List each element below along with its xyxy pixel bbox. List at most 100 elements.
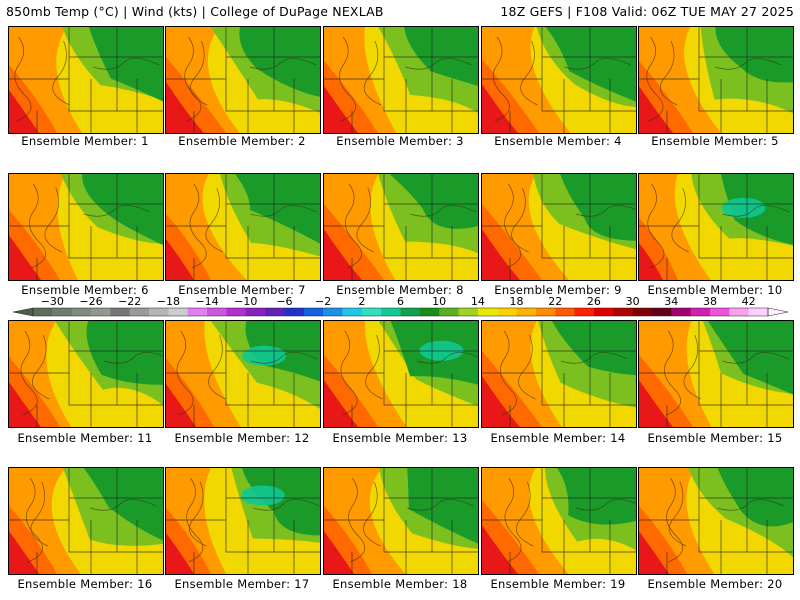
colorbar-bin (33, 308, 53, 316)
temperature-field-map (639, 468, 793, 574)
colorbar-bin (497, 308, 517, 316)
colorbar-bin (342, 308, 363, 316)
colorbar-tick-label: 30 (626, 295, 640, 308)
temperature-field-map (482, 468, 636, 574)
ensemble-member-label: Ensemble Member: 6 (21, 283, 149, 297)
colorbar-bin (516, 308, 537, 316)
ensemble-member-label: Ensemble Member: 19 (490, 577, 626, 591)
colorbar-bin (613, 308, 633, 316)
colorbar-bin (535, 308, 556, 316)
colorbar-bin (129, 308, 150, 316)
colorbar-bin (574, 308, 595, 316)
temperature-field-map (9, 321, 163, 427)
ensemble-panel-12 (165, 320, 321, 428)
ensemble-panel-5 (638, 26, 794, 134)
ensemble-member-label: Ensemble Member: 4 (494, 134, 622, 148)
temperature-colorbar: −30 −26 −22 −18 −14 −10 −6 −2 2 6 10 14 18 22 26 30 34 38… (12, 295, 789, 317)
ensemble-member-label: Ensemble Member: 16 (17, 577, 153, 591)
ensemble-member-label: Ensemble Member: 8 (336, 283, 464, 297)
ensemble-panel-17 (165, 467, 321, 575)
ensemble-member-label: Ensemble Member: 11 (17, 431, 153, 445)
temperature-field-map (639, 174, 793, 280)
colorbar-tick-label: 22 (548, 295, 562, 308)
colorbar-bin (709, 308, 730, 316)
colorbar-bin (458, 308, 479, 316)
temperature-field-map (166, 321, 320, 427)
colorbar-bin (361, 308, 382, 316)
colorbar-bin (651, 308, 672, 316)
colorbar-bin (690, 308, 711, 316)
ensemble-panel-7 (165, 173, 321, 281)
colorbar-bin (110, 308, 131, 316)
colorbar-outline (32, 307, 769, 317)
ensemble-member-label: Ensemble Member: 1 (21, 134, 149, 148)
ensemble-panel-8 (323, 173, 479, 281)
colorbar-bin (400, 308, 421, 316)
colorbar-tick-label: 10 (432, 295, 446, 308)
ensemble-member-label: Ensemble Member: 12 (174, 431, 310, 445)
ensemble-panel-14 (481, 320, 637, 428)
valid-time: 18Z GEFS | F108 Valid: 06Z TUE MAY 27 20… (500, 4, 794, 19)
colorbar-tick-label: −2 (315, 295, 331, 308)
colorbar-left-arrow (12, 307, 34, 317)
colorbar-tick-label: −6 (276, 295, 292, 308)
ensemble-panel-13 (323, 320, 479, 428)
ensemble-member-label: Ensemble Member: 15 (647, 431, 783, 445)
colorbar-bin (323, 308, 343, 316)
colorbar-bin (671, 308, 692, 316)
ensemble-member-label: Ensemble Member: 14 (490, 431, 626, 445)
temperature-field-map (324, 27, 478, 133)
temperature-field-map (482, 321, 636, 427)
colorbar-bin (477, 308, 498, 316)
colorbar-tick-label: −30 (41, 295, 64, 308)
colorbar-bin (245, 308, 266, 316)
ensemble-panel-19 (481, 467, 637, 575)
colorbar-bin (419, 308, 440, 316)
ensemble-member-label: Ensemble Member: 9 (494, 283, 622, 297)
ensemble-panel-10 (638, 173, 794, 281)
ensemble-member-label: Ensemble Member: 18 (332, 577, 468, 591)
ensemble-panel-9 (481, 173, 637, 281)
colorbar-bin (439, 308, 459, 316)
ensemble-member-label: Ensemble Member: 2 (178, 134, 306, 148)
ensemble-panel-15 (638, 320, 794, 428)
temperature-field-map (9, 174, 163, 280)
ensemble-panel-18 (323, 467, 479, 575)
temperature-field-map (9, 468, 163, 574)
colorbar-bin (555, 308, 575, 316)
colorbar-bin (149, 308, 169, 316)
colorbar-bin (187, 308, 208, 316)
colorbar-bin (207, 308, 227, 316)
ensemble-member-label: Ensemble Member: 3 (336, 134, 464, 148)
colorbar-tick-label: −10 (234, 295, 257, 308)
colorbar-bin (632, 308, 653, 316)
ensemble-member-label: Ensemble Member: 13 (332, 431, 468, 445)
ensemble-member-label: Ensemble Member: 7 (178, 283, 306, 297)
temperature-field-map (482, 174, 636, 280)
ensemble-member-label: Ensemble Member: 20 (647, 577, 783, 591)
colorbar-tick-label: 42 (742, 295, 756, 308)
temperature-field-map (324, 321, 478, 427)
temperature-field-map (166, 174, 320, 280)
colorbar-bin (168, 308, 189, 316)
colorbar-bin (71, 308, 92, 316)
temperature-field-map (9, 27, 163, 133)
colorbar-tick-label: −18 (157, 295, 180, 308)
ensemble-panel-1 (8, 26, 164, 134)
temperature-field-map (482, 27, 636, 133)
ensemble-panel-16 (8, 467, 164, 575)
colorbar-bin (52, 308, 73, 316)
map-title: 850mb Temp (°C) | Wind (kts) | College o… (6, 4, 384, 19)
colorbar-bin (284, 308, 305, 316)
colorbar-bin (265, 308, 285, 316)
colorbar-tick-label: 6 (397, 295, 404, 308)
colorbar-bin (729, 308, 750, 316)
temperature-field-map (324, 468, 478, 574)
temperature-field-map (166, 27, 320, 133)
ensemble-panel-20 (638, 467, 794, 575)
ensemble-panel-2 (165, 26, 321, 134)
colorbar-bin (381, 308, 401, 316)
colorbar-bin (748, 308, 769, 316)
colorbar-tick-label: 26 (587, 295, 601, 308)
temperature-field-map (639, 321, 793, 427)
